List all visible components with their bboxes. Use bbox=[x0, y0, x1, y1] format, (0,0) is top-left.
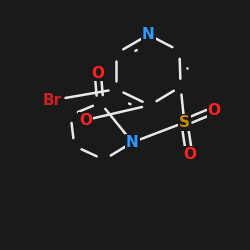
Text: N: N bbox=[142, 27, 155, 42]
Text: S: S bbox=[179, 115, 190, 130]
Text: O: O bbox=[183, 147, 196, 162]
Text: N: N bbox=[126, 135, 139, 150]
Text: O: O bbox=[79, 112, 92, 128]
Text: O: O bbox=[208, 103, 220, 118]
Text: Br: Br bbox=[42, 93, 62, 108]
Text: O: O bbox=[91, 66, 104, 80]
